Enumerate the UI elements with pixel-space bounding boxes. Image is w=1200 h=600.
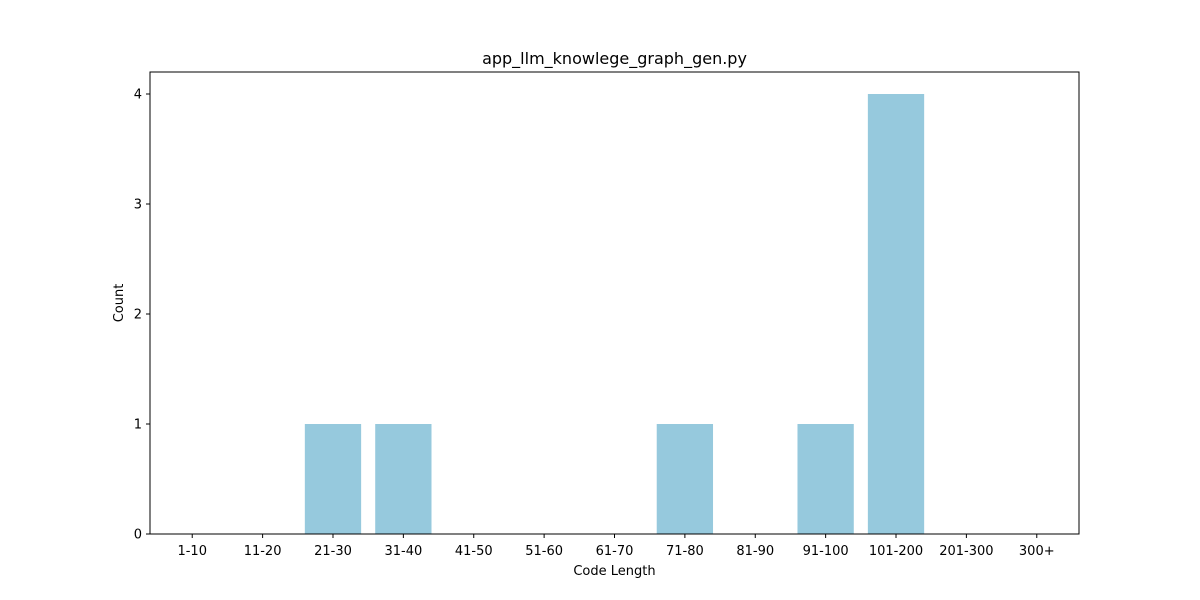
x-tick-label: 71-80	[666, 544, 704, 559]
bar-71-80	[656, 424, 714, 534]
y-tick-label: 0	[134, 528, 142, 543]
bar-91-100	[797, 424, 854, 534]
x-tick-label: 41-50	[455, 544, 493, 559]
y-axis-ticks: 0 1 2 3 4	[134, 88, 150, 543]
x-tick-label: 11-20	[244, 544, 282, 559]
x-tick-label: 91-100	[803, 544, 849, 559]
x-tick-label: 61-70	[596, 544, 634, 559]
y-tick-label: 4	[134, 88, 142, 103]
bar-21-30	[304, 424, 362, 534]
bar-31-40	[375, 424, 432, 534]
x-tick-label: 1-10	[177, 544, 207, 559]
x-tick-label: 21-30	[314, 544, 352, 559]
y-tick-label: 3	[134, 198, 142, 213]
x-tick-label: 101-200	[869, 544, 923, 559]
x-tick-label: 51-60	[525, 544, 563, 559]
x-axis-ticks: 1-10 11-20 21-30 31-40 41-50 51-60 61-70 71-80 8…	[177, 534, 1055, 559]
bars-group	[304, 94, 925, 534]
x-tick-label: 81-90	[736, 544, 774, 559]
bar-101-200	[867, 94, 925, 534]
y-axis-label: Count	[112, 284, 127, 323]
x-tick-label: 31-40	[384, 544, 422, 559]
y-tick-label: 1	[134, 418, 142, 433]
x-tick-label: 300+	[1019, 544, 1055, 559]
x-tick-label: 201-300	[939, 544, 993, 559]
chart-title: app_llm_knowlege_graph_gen.py	[482, 49, 747, 69]
plot-frame	[149, 71, 1080, 535]
y-tick-label: 2	[134, 308, 142, 323]
x-axis-label: Code Length	[573, 564, 655, 579]
